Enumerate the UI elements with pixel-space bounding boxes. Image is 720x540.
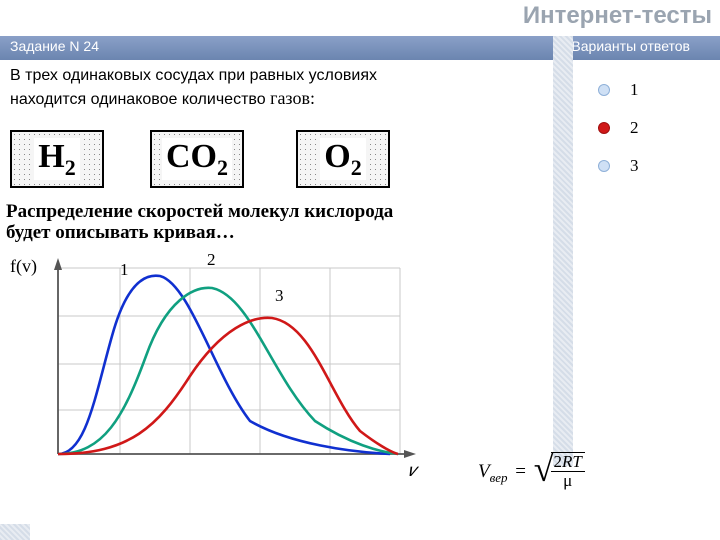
answers-header-label: Варианты ответов	[571, 38, 690, 54]
answer-option-3[interactable]: 3	[598, 156, 639, 176]
gas-box-co2: CO2	[150, 130, 244, 188]
gas-label-co2: CO2	[162, 138, 232, 181]
chart-svg	[40, 256, 440, 486]
answer-option-1[interactable]: 1	[598, 80, 639, 100]
answer-number: 3	[630, 156, 639, 176]
vertical-divider-strip	[553, 36, 573, 466]
question-part2: Распределение скоростей молекул кислород…	[6, 202, 466, 244]
radio-empty-icon	[598, 160, 610, 172]
task-label: Задание N 24	[10, 38, 99, 54]
y-axis-label: f(v)	[10, 256, 37, 277]
curve-2	[58, 288, 398, 454]
curve-label-3: 3	[275, 286, 284, 306]
answer-number: 1	[630, 80, 639, 100]
formula-lhs: V	[478, 461, 490, 482]
question-text-block: В трех одинаковых сосудах при равных усл…	[10, 66, 440, 111]
question-line2b: газов:	[270, 88, 315, 108]
curve-label-1: 1	[120, 260, 129, 280]
page-title: Интернет-тесты	[523, 2, 712, 30]
distribution-chart: f(v) 1 2 3 𝑣	[10, 256, 440, 506]
gas-label-h2: H2	[34, 138, 79, 181]
radio-filled-icon	[598, 122, 610, 134]
curve-1	[58, 276, 390, 454]
gas-box-o2: O2	[296, 130, 390, 188]
x-axis-arrow-icon	[404, 450, 416, 458]
y-axis-arrow-icon	[54, 258, 62, 270]
gas-label-o2: O2	[320, 138, 365, 181]
sqrt-icon: √ 2RT μ	[534, 452, 585, 490]
question-line2a: находится одинаковое количество	[10, 91, 266, 108]
curve-label-2: 2	[207, 250, 216, 270]
bottom-left-strip	[0, 524, 30, 540]
x-axis-label: 𝑣	[408, 460, 416, 481]
formula-v-probable: Vвер = √ 2RT μ	[478, 446, 585, 486]
question-line1: В трех одинаковых сосудах при равных усл…	[10, 67, 377, 84]
answer-number: 2	[630, 118, 639, 138]
answers-block: 1 2 3	[598, 80, 639, 194]
gas-box-h2: H2	[10, 130, 104, 188]
radio-empty-icon	[598, 84, 610, 96]
answer-option-2[interactable]: 2	[598, 118, 639, 138]
